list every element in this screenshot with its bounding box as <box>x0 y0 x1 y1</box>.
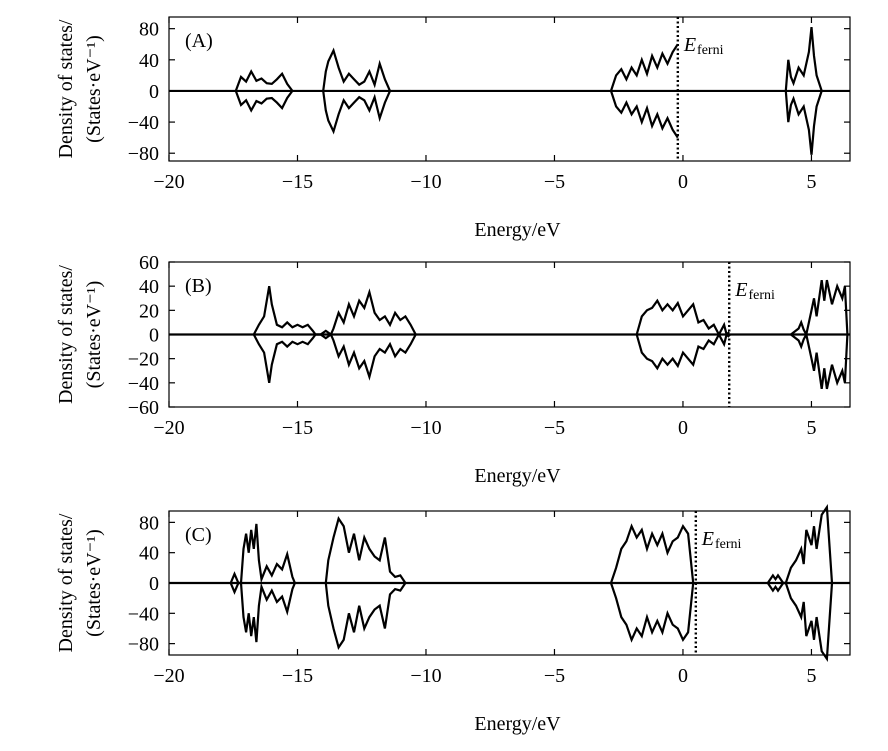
x-tick-label: 5 <box>806 665 816 687</box>
x-tick-label: 5 <box>806 171 816 193</box>
x-tick-label: 0 <box>678 665 688 687</box>
y-axis-title-line1: Density of states/ <box>55 19 77 158</box>
fermi-label: Eferni <box>734 279 775 303</box>
y-tick-label: −80 <box>128 634 159 656</box>
x-tick-label: −20 <box>153 171 184 193</box>
dos-curve-down <box>229 581 296 643</box>
x-axis-title: Energy/eV <box>474 219 561 241</box>
y-tick-label: −40 <box>128 112 159 134</box>
dos-curve-up <box>790 279 849 338</box>
dos-curve-down <box>322 90 392 135</box>
fermi-label-e: E <box>734 279 747 301</box>
x-tick-label: −10 <box>410 665 441 687</box>
dos-curve-up <box>766 503 834 585</box>
dos-curve-down <box>784 90 823 155</box>
y-tick-label: 0 <box>149 325 159 347</box>
y-tick-label: −80 <box>128 143 159 165</box>
x-axis-title: Energy/eV <box>474 713 561 735</box>
x-tick-label: −10 <box>410 171 441 193</box>
dos-curve-up <box>324 515 407 584</box>
y-tick-label: 0 <box>149 81 159 103</box>
panel-label: (A) <box>185 30 213 52</box>
dos-curve-up <box>252 286 417 337</box>
y-axis-title-line1: Density of states/ <box>55 265 77 404</box>
y-tick-label: −20 <box>128 349 159 371</box>
x-tick-label: −15 <box>282 665 313 687</box>
x-tick-label: −15 <box>282 417 313 439</box>
dos-curve-down <box>609 582 695 643</box>
y-tick-label: −40 <box>128 603 159 625</box>
y-axis-title-line2: (States·eV⁻¹) <box>83 281 105 389</box>
fermi-label-sub: ferni <box>697 43 724 58</box>
y-tick-label: 40 <box>139 543 159 565</box>
panel-label: (B) <box>185 275 212 297</box>
y-tick-label: 40 <box>139 50 159 72</box>
dos-curve-down <box>766 581 834 663</box>
y-tick-label: 40 <box>139 276 159 298</box>
y-axis-title-line1: Density of states/ <box>55 513 77 652</box>
x-tick-label: 0 <box>678 417 688 439</box>
dos-curve-up <box>609 43 679 92</box>
y-axis-title-line2: (States·eV⁻¹) <box>83 529 105 637</box>
dos-curve-down <box>252 332 417 383</box>
x-tick-label: −20 <box>153 665 184 687</box>
dos-curve-down <box>324 582 407 651</box>
x-tick-label: −10 <box>410 417 441 439</box>
fermi-label-e: E <box>701 528 714 550</box>
dos-curve-down <box>790 331 849 390</box>
fermi-label-sub: ferni <box>748 288 775 303</box>
y-tick-label: 80 <box>139 19 159 41</box>
x-tick-label: 5 <box>806 417 816 439</box>
fermi-label: Eferni <box>683 34 724 58</box>
dos-curve-up <box>635 298 730 337</box>
dos-curve-up <box>784 26 823 92</box>
y-tick-label: 20 <box>139 300 159 322</box>
dos-curve-up <box>322 47 392 92</box>
x-tick-label: −5 <box>544 665 565 687</box>
y-tick-label: 60 <box>139 252 159 274</box>
panel-b: −20 −15 −10 −5 0 56040200−20−40−60Energy/eVDe… <box>55 252 851 487</box>
fermi-label: Eferni <box>701 528 742 552</box>
dos-curve-down <box>234 90 294 113</box>
dos-curve-up <box>229 523 296 585</box>
x-tick-label: −5 <box>544 417 565 439</box>
y-tick-label: −60 <box>128 397 159 419</box>
dos-curve-down <box>609 90 679 139</box>
x-tick-label: −15 <box>282 171 313 193</box>
panel-label: (C) <box>185 524 212 546</box>
dos-curve-up <box>609 523 695 584</box>
y-axis-title-line2: (States·eV⁻¹) <box>83 35 105 143</box>
x-tick-label: −5 <box>544 171 565 193</box>
y-tick-label: 80 <box>139 512 159 534</box>
fermi-label-e: E <box>683 34 696 56</box>
y-tick-label: 0 <box>149 573 159 595</box>
x-tick-label: 0 <box>678 171 688 193</box>
fermi-label-sub: ferni <box>715 537 742 552</box>
panel-c: −20 −15 −10 −5 0 5 80 40 0 −40 −80 Energy/eV Density… <box>55 503 851 735</box>
y-tick-label: −40 <box>128 373 159 395</box>
dos-curve-up <box>234 69 294 92</box>
dos-curve-down <box>635 332 730 371</box>
panel-a: −20 −15 −10 −5 0 5 80 40 0 −40 −80 Energy/eV Density… <box>55 16 851 241</box>
plot-frame <box>168 16 851 162</box>
x-axis-title: Energy/eV <box>474 465 561 487</box>
x-tick-label: −20 <box>153 417 184 439</box>
